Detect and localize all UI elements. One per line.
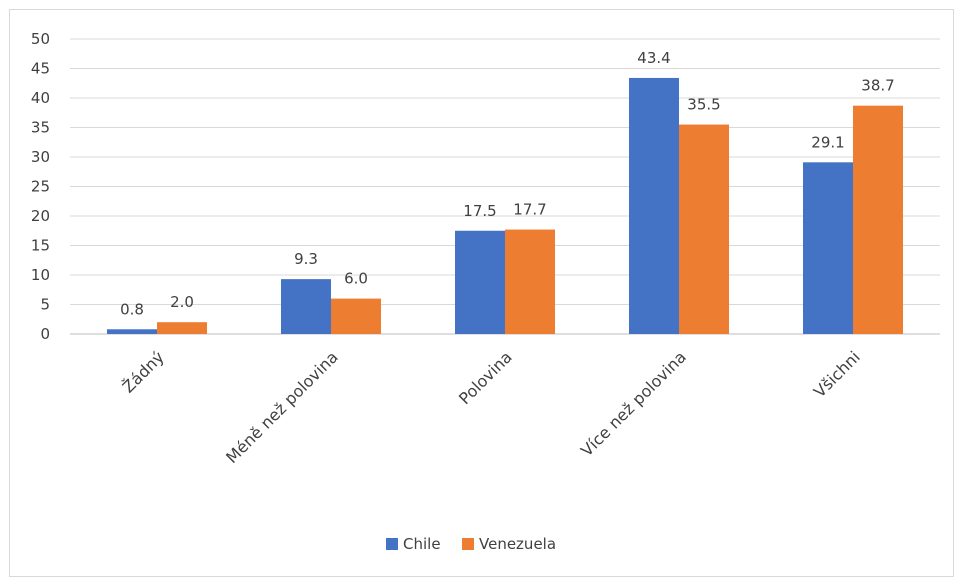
y-tick-label: 40 (31, 89, 50, 107)
bar-venezuela (157, 322, 207, 334)
bar-venezuela (679, 124, 729, 334)
y-tick-label: 5 (40, 296, 50, 314)
bar-venezuela (853, 105, 903, 334)
bar-chile (281, 279, 331, 334)
x-category-label: Méně než polovina (222, 347, 342, 467)
data-label: 6.0 (344, 270, 368, 288)
legend-swatch (462, 538, 474, 550)
y-tick-label: 25 (31, 178, 50, 196)
y-tick-label: 50 (31, 30, 50, 48)
legend-swatch (386, 538, 398, 550)
data-label: 43.4 (637, 49, 670, 67)
data-label: 0.8 (120, 300, 144, 318)
y-tick-label: 35 (31, 119, 50, 137)
data-label: 17.5 (463, 202, 496, 220)
y-tick-label: 15 (31, 237, 50, 255)
bar-chile (455, 230, 505, 334)
x-category-label: Žádný (119, 347, 168, 396)
bar-chile (629, 77, 679, 334)
data-label: 29.1 (811, 133, 844, 151)
data-label: 35.5 (687, 96, 720, 114)
legend-label: Venezuela (479, 535, 556, 553)
data-label: 9.3 (294, 250, 318, 268)
x-category-label: Všichni (810, 347, 864, 401)
bar-chile (803, 162, 853, 334)
legend-label: Chile (403, 535, 441, 553)
y-tick-label: 0 (40, 325, 50, 343)
bar-venezuela (331, 298, 381, 334)
x-category-label: Více než polovina (577, 347, 690, 460)
y-tick-label: 20 (31, 207, 50, 225)
data-label: 38.7 (861, 77, 894, 95)
bar-venezuela (505, 229, 555, 334)
bar-chile (107, 329, 157, 334)
y-tick-label: 45 (31, 60, 50, 78)
data-label: 2.0 (170, 293, 194, 311)
y-tick-label: 30 (31, 148, 50, 166)
x-category-label: Polovina (455, 347, 516, 408)
data-label: 17.7 (513, 201, 546, 219)
y-tick-label: 10 (31, 266, 50, 284)
